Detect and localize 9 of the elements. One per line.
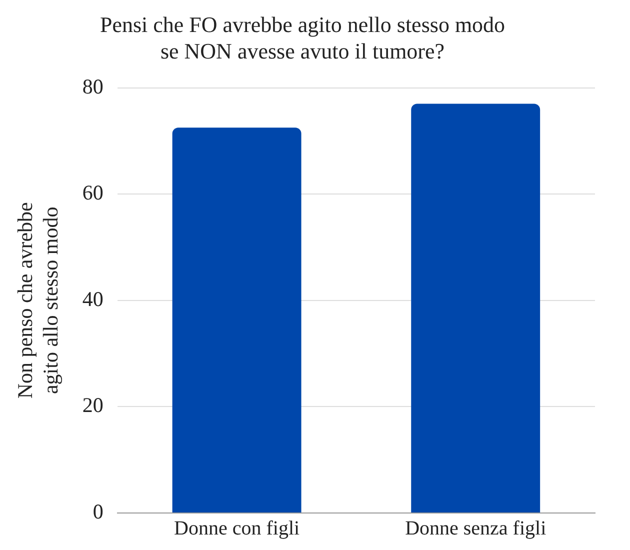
- y-tick-label: 20: [82, 393, 104, 418]
- y-tick-label: 40: [82, 286, 104, 311]
- y-axis-title: Non penso che avrebbe agito allo stesso modo: [13, 202, 62, 399]
- chart-title: Pensi che FO avrebbe agito nello stesso modo se NON avesse avuto il tumore?: [100, 12, 506, 64]
- y-tick-label: 80: [82, 74, 104, 98]
- y-tick-label: 60: [82, 180, 104, 205]
- y-tick-label: 0: [92, 500, 104, 524]
- x-tick-label: Donne con figli: [174, 517, 300, 540]
- x-tick-label: Donne senza figli: [405, 517, 547, 540]
